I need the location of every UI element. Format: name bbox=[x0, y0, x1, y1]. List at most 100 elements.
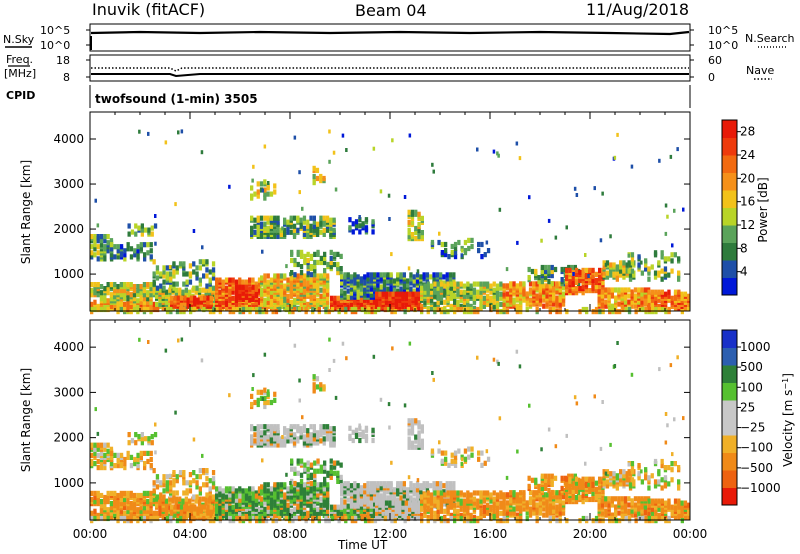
velocity-cell bbox=[119, 496, 123, 503]
velocity-cell bbox=[354, 431, 359, 437]
velocity-cell bbox=[379, 481, 383, 487]
power-cell bbox=[404, 305, 408, 311]
power-cell bbox=[211, 275, 216, 281]
power-cell bbox=[106, 298, 110, 304]
power-cell bbox=[297, 306, 302, 313]
power-cell bbox=[266, 295, 270, 301]
power-cell bbox=[328, 159, 331, 164]
power-cell bbox=[381, 291, 385, 297]
velocity-cell bbox=[116, 492, 120, 499]
velocity-cell bbox=[142, 505, 147, 511]
velocity-cell bbox=[158, 510, 162, 516]
velocity-cell bbox=[113, 496, 117, 503]
power-cell bbox=[90, 250, 94, 256]
power-cell bbox=[407, 266, 411, 271]
velocity-cell bbox=[269, 486, 274, 492]
power-cell bbox=[610, 287, 614, 293]
power-cell bbox=[663, 256, 668, 262]
velocity-cell bbox=[330, 504, 334, 510]
velocity-cell bbox=[388, 500, 392, 506]
velocity-cell bbox=[183, 504, 187, 510]
power-cell bbox=[598, 275, 602, 282]
power-cell bbox=[351, 229, 355, 235]
velocity-cell bbox=[162, 494, 166, 500]
power-cell bbox=[126, 282, 130, 288]
power-cell bbox=[436, 299, 440, 305]
velocity-cell bbox=[299, 426, 303, 432]
power-cell bbox=[597, 295, 601, 301]
velocity-cell bbox=[402, 481, 406, 487]
velocity-cell bbox=[433, 496, 437, 502]
velocity-cell bbox=[96, 465, 100, 471]
velocity-cell bbox=[369, 495, 373, 501]
power-cell bbox=[479, 289, 483, 295]
power-cell bbox=[594, 284, 598, 290]
velocity-cell bbox=[299, 478, 304, 484]
velocity-cell bbox=[302, 488, 307, 494]
power-cell bbox=[258, 306, 262, 313]
velocity-cell bbox=[286, 428, 290, 434]
velocity-cell bbox=[208, 478, 212, 484]
power-cell bbox=[415, 272, 420, 278]
velocity-cell bbox=[420, 494, 424, 500]
power-cell bbox=[574, 271, 579, 277]
velocity-cell bbox=[116, 508, 120, 514]
velocity-cell bbox=[211, 470, 216, 476]
power-cell bbox=[369, 297, 373, 303]
power-cell bbox=[149, 306, 153, 313]
power-cell bbox=[325, 215, 330, 221]
power-cell bbox=[228, 301, 232, 307]
power-cell bbox=[420, 230, 424, 236]
power-cell bbox=[575, 193, 579, 197]
power-cell bbox=[96, 303, 100, 309]
velocity-cell bbox=[164, 498, 169, 504]
power-cell bbox=[329, 231, 333, 237]
power-cell bbox=[273, 215, 277, 221]
power-cell bbox=[340, 288, 344, 294]
power-cell bbox=[377, 306, 381, 313]
velocity-cell bbox=[189, 512, 194, 518]
power-cell bbox=[130, 229, 135, 235]
velocity-cell bbox=[162, 474, 166, 480]
velocity-cell bbox=[266, 504, 270, 510]
power-cell bbox=[159, 271, 163, 277]
power-cell bbox=[319, 287, 323, 293]
power-cell bbox=[343, 297, 347, 303]
velocity-cell bbox=[283, 506, 287, 512]
power-cell bbox=[537, 275, 541, 281]
power-cell bbox=[218, 277, 222, 283]
power-cell bbox=[255, 306, 259, 313]
power-cell bbox=[158, 301, 162, 307]
power-cell bbox=[537, 279, 541, 285]
velocity-cell bbox=[175, 478, 179, 484]
power-cell bbox=[90, 301, 94, 307]
power-cell bbox=[469, 289, 473, 295]
power-cell bbox=[445, 276, 449, 282]
power-cell bbox=[309, 303, 313, 309]
power-cell bbox=[402, 272, 406, 278]
velocity-cell bbox=[414, 438, 418, 444]
power-cell bbox=[372, 303, 377, 309]
power-cell bbox=[350, 306, 354, 313]
power-cell bbox=[407, 209, 411, 215]
power-cell bbox=[445, 292, 449, 298]
power-cell bbox=[179, 303, 184, 309]
power-cell bbox=[407, 227, 411, 234]
power-cell bbox=[168, 287, 172, 293]
power-cell bbox=[609, 234, 612, 239]
velocity-cell bbox=[256, 401, 260, 408]
power-cell bbox=[185, 271, 189, 277]
velocity-cell bbox=[326, 508, 330, 514]
velocity-cell bbox=[173, 512, 177, 518]
power-cell bbox=[234, 303, 239, 309]
power-cell bbox=[296, 227, 300, 233]
power-cell bbox=[519, 281, 523, 287]
power-cell bbox=[192, 261, 196, 267]
power-cell bbox=[568, 279, 572, 286]
power-cell bbox=[152, 288, 156, 294]
power-cell bbox=[439, 293, 444, 299]
power-cell bbox=[618, 309, 622, 315]
colorbar-swatch bbox=[722, 207, 737, 226]
velocity-cell bbox=[319, 468, 323, 474]
y-tick-label: 1000 bbox=[53, 267, 84, 281]
